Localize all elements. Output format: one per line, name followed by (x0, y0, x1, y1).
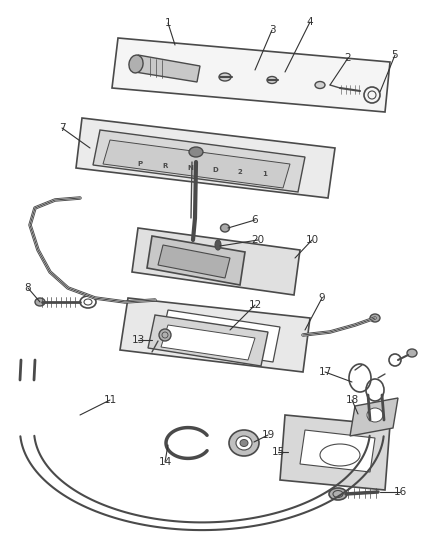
Polygon shape (135, 55, 200, 82)
Ellipse shape (159, 329, 171, 341)
Text: D: D (212, 167, 218, 173)
Text: 18: 18 (346, 395, 359, 405)
Text: 10: 10 (305, 235, 318, 245)
Ellipse shape (367, 408, 383, 422)
Polygon shape (161, 325, 255, 360)
Text: 1: 1 (262, 171, 268, 177)
Polygon shape (350, 398, 398, 436)
Text: 17: 17 (318, 367, 332, 377)
Ellipse shape (129, 55, 143, 73)
Text: 20: 20 (251, 235, 265, 245)
Text: 6: 6 (252, 215, 258, 225)
Text: 14: 14 (159, 457, 172, 467)
Text: 7: 7 (59, 123, 65, 133)
Text: 13: 13 (131, 335, 145, 345)
Text: R: R (162, 163, 168, 169)
Ellipse shape (35, 298, 45, 306)
Polygon shape (147, 236, 245, 285)
Text: 8: 8 (25, 283, 31, 293)
Polygon shape (280, 415, 390, 490)
Polygon shape (103, 140, 290, 188)
Polygon shape (112, 38, 390, 112)
Ellipse shape (407, 349, 417, 357)
Ellipse shape (189, 147, 203, 157)
Polygon shape (158, 245, 230, 278)
Ellipse shape (320, 444, 360, 466)
Text: 9: 9 (319, 293, 325, 303)
Ellipse shape (315, 82, 325, 88)
Polygon shape (300, 430, 375, 472)
Text: 11: 11 (103, 395, 117, 405)
Text: 15: 15 (272, 447, 285, 457)
Text: 5: 5 (392, 50, 398, 60)
Ellipse shape (219, 73, 231, 81)
Polygon shape (120, 298, 310, 372)
Ellipse shape (240, 440, 248, 447)
Polygon shape (160, 310, 280, 362)
Text: 16: 16 (393, 487, 406, 497)
Ellipse shape (215, 240, 221, 250)
Text: 12: 12 (248, 300, 261, 310)
Text: 2: 2 (238, 169, 242, 175)
Ellipse shape (329, 488, 347, 500)
Ellipse shape (267, 77, 277, 84)
Ellipse shape (370, 314, 380, 322)
Text: 3: 3 (268, 25, 276, 35)
Ellipse shape (236, 436, 252, 450)
Text: 19: 19 (261, 430, 275, 440)
Polygon shape (93, 130, 305, 192)
Polygon shape (148, 315, 268, 366)
Ellipse shape (229, 430, 259, 456)
Text: 2: 2 (345, 53, 351, 63)
Polygon shape (76, 118, 335, 198)
Polygon shape (132, 228, 300, 295)
Text: 1: 1 (165, 18, 171, 28)
Text: 4: 4 (307, 17, 313, 27)
Text: N: N (187, 165, 193, 171)
Text: P: P (138, 161, 142, 167)
Ellipse shape (220, 224, 230, 232)
